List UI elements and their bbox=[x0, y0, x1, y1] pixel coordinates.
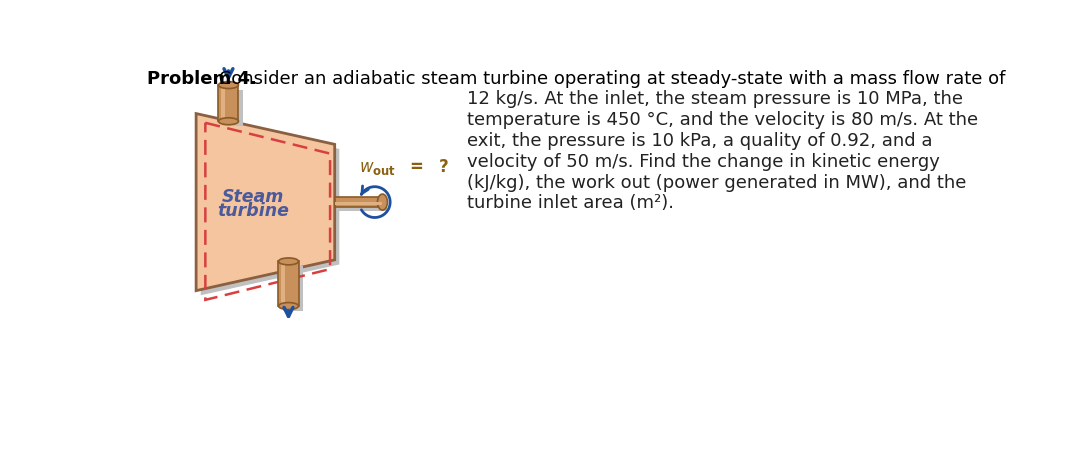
Text: turbine inlet area (m²).: turbine inlet area (m²). bbox=[467, 194, 674, 213]
Ellipse shape bbox=[378, 194, 387, 210]
Bar bbox=[335, 202, 382, 205]
Bar bbox=[278, 261, 299, 306]
Text: (kJ/kg), the work out (power generated in MW), and the: (kJ/kg), the work out (power generated i… bbox=[467, 173, 967, 192]
Bar bbox=[223, 90, 243, 126]
Text: 12 kg/s. At the inlet, the steam pressure is 10 MPa, the: 12 kg/s. At the inlet, the steam pressur… bbox=[467, 91, 964, 108]
Ellipse shape bbox=[278, 303, 299, 310]
Text: velocity of 50 m/s. Find the change in kinetic energy: velocity of 50 m/s. Find the change in k… bbox=[467, 153, 940, 171]
Polygon shape bbox=[201, 118, 339, 295]
Bar bbox=[219, 85, 238, 121]
Polygon shape bbox=[196, 113, 335, 291]
Text: Consider an adiabatic steam turbine operating at steady-state with a mass flow r: Consider an adiabatic steam turbine oper… bbox=[213, 70, 1005, 88]
Bar bbox=[335, 197, 382, 207]
Bar bbox=[221, 85, 224, 121]
Ellipse shape bbox=[219, 118, 238, 125]
Text: Steam: Steam bbox=[222, 188, 284, 206]
Ellipse shape bbox=[219, 81, 238, 88]
Text: turbine: turbine bbox=[218, 202, 289, 220]
Bar bbox=[339, 201, 387, 211]
Bar bbox=[283, 266, 303, 311]
Text: $\mathit{w}_\mathregular{out}$  $\mathbf{=}$  $\mathbf{?}$: $\mathit{w}_\mathregular{out}$ $\mathbf{… bbox=[360, 158, 449, 178]
Bar bbox=[281, 261, 285, 306]
Text: Problem 4.: Problem 4. bbox=[147, 70, 257, 88]
Ellipse shape bbox=[278, 258, 299, 265]
Text: exit, the pressure is 10 kPa, a quality of 0.92, and a: exit, the pressure is 10 kPa, a quality … bbox=[467, 132, 933, 150]
Text: temperature is 450 °C, and the velocity is 80 m/s. At the: temperature is 450 °C, and the velocity … bbox=[467, 111, 978, 129]
